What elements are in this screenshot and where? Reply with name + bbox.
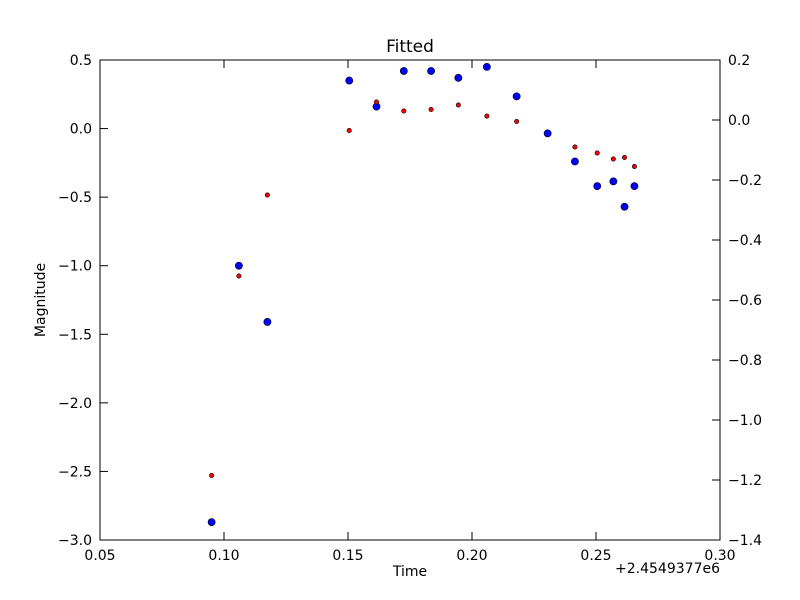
y-tick-label: −3.0: [58, 533, 92, 549]
y2-tick-label: −0.4: [728, 233, 762, 249]
blue-data-point: [571, 157, 579, 166]
red-data-point: [622, 155, 628, 161]
x-tick-label: 0.25: [580, 548, 611, 564]
plot-area: [99, 59, 721, 541]
y-axis-label: Magnitude: [33, 263, 49, 337]
blue-data-point: [609, 177, 618, 186]
red-data-point: [236, 273, 242, 279]
red-data-point: [631, 164, 637, 170]
y2-tick-label: −1.2: [728, 473, 762, 489]
y2-tick-label: −0.2: [728, 173, 762, 189]
y2-tick-label: −0.8: [728, 353, 762, 369]
blue-data-point: [620, 202, 629, 211]
blue-data-point: [345, 76, 354, 85]
x-axis-label: Time: [392, 564, 427, 580]
y-tick-label: 0.5: [70, 53, 92, 69]
x-tick-label: 0.10: [208, 548, 239, 564]
blue-data-point: [207, 518, 216, 527]
red-data-point: [374, 99, 380, 105]
y-tick-label: −2.5: [58, 464, 92, 480]
blue-data-point: [482, 62, 491, 71]
y-tick-label: −2.0: [58, 396, 92, 412]
y2-tick-label: −0.6: [728, 293, 762, 309]
x-tick-label: 0.15: [332, 548, 363, 564]
y2-tick-label: 0.0: [728, 113, 750, 129]
red-data-point: [572, 144, 578, 150]
blue-data-point: [427, 67, 435, 75]
y2-tick-label: −1.0: [728, 413, 762, 429]
red-data-point: [594, 150, 600, 156]
red-data-point: [610, 156, 616, 162]
x-tick-label: 0.30: [704, 548, 735, 564]
red-data-point: [484, 113, 490, 119]
x-tick-label: 0.20: [456, 548, 487, 564]
red-data-point: [264, 192, 270, 198]
chart-title: Fitted: [386, 37, 434, 57]
data-points: [207, 62, 639, 527]
blue-data-point: [593, 182, 602, 191]
axis-ticks: 0.05 0.10 0.15 0.20 0.25 0.30 0.5 0.0 −0.5 −1.0 −1…: [58, 53, 762, 564]
blue-data-point: [630, 182, 639, 191]
y-tick-label: 0.0: [70, 122, 92, 138]
blue-data-point: [454, 73, 463, 82]
red-data-point: [209, 472, 215, 478]
red-data-point: [346, 128, 352, 134]
y-tick-label: −0.5: [58, 190, 92, 206]
y2-tick-label: 0.2: [728, 53, 750, 69]
red-data-point: [455, 102, 461, 108]
x-tick-label: 0.05: [84, 548, 115, 564]
blue-data-point: [543, 129, 552, 138]
blue-data-point: [512, 92, 521, 101]
y2-tick-label: −1.4: [728, 533, 762, 549]
blue-data-point: [234, 261, 243, 270]
x-axis-offset-label: +2.4549377e6: [615, 561, 720, 577]
y-tick-label: −1.0: [58, 259, 92, 275]
blue-data-point: [263, 318, 272, 326]
blue-data-point: [399, 67, 408, 75]
red-data-point: [428, 107, 434, 113]
red-data-point: [514, 119, 520, 125]
red-data-point: [401, 108, 407, 114]
y-tick-label: −1.5: [58, 327, 92, 343]
